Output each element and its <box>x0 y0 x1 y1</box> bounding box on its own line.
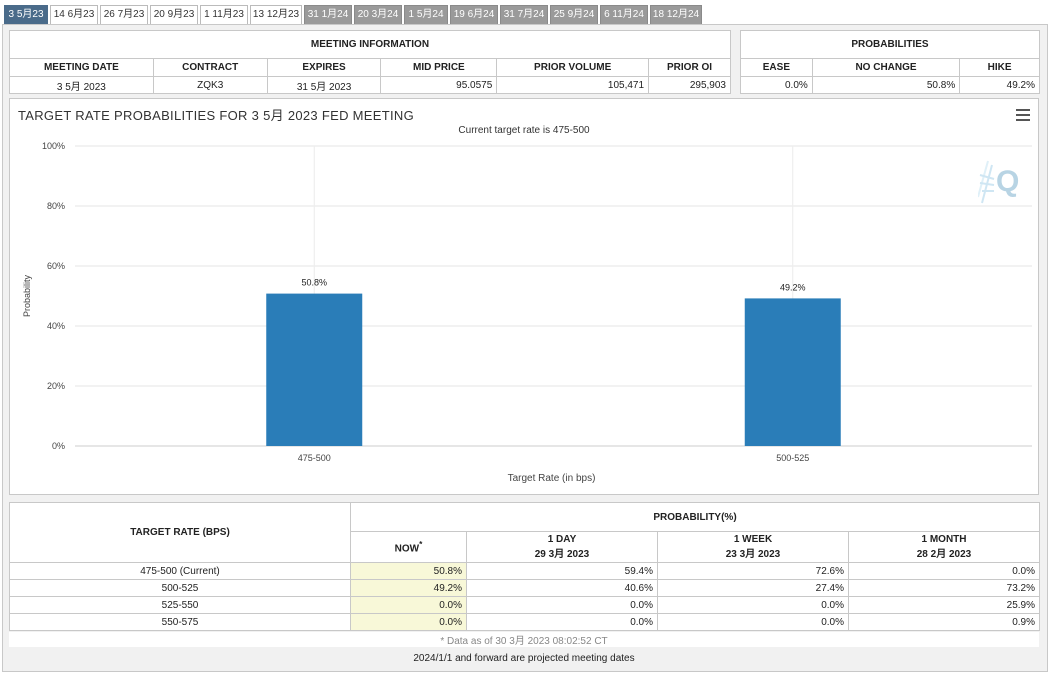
tab-31-1月24[interactable]: 31 1月24 <box>304 5 352 25</box>
ease-header: EASE <box>740 58 813 77</box>
target-rate-cell: 525-550 <box>9 596 351 614</box>
no-change-header: NO CHANGE <box>811 58 961 77</box>
mid-price-header: MID PRICE <box>380 58 498 77</box>
target-rate-cell: 550-575 <box>9 613 351 631</box>
probability-header: PROBABILITY(%) <box>350 502 1040 532</box>
tab-20-9月23[interactable]: 20 9月23 <box>150 5 198 25</box>
mid-price-value: 95.0575 <box>380 76 498 94</box>
meeting-tabs: 3 5月23 14 6月23 26 7月23 20 9月23 1 11月23 13 12月… <box>2 2 1048 26</box>
one-day-cell: 0.0% <box>466 596 658 614</box>
one-month-cell: 0.0% <box>848 562 1040 580</box>
y-tick-label: 60% <box>47 261 65 271</box>
y-tick-label: 80% <box>47 201 65 211</box>
now-footnote-mark: * <box>419 539 423 550</box>
one-day-header: 1 DAY 29 3月 2023 <box>466 531 658 563</box>
now-cell: 0.0% <box>350 613 467 631</box>
probability-table: TARGET RATE (BPS) PROBABILITY(%) NOW* 1 … <box>9 502 1040 631</box>
meeting-info-title: MEETING INFORMATION <box>9 30 731 59</box>
x-tick-label: 500-525 <box>776 453 809 463</box>
now-header: NOW* <box>350 531 467 563</box>
target-rate-header: TARGET RATE (BPS) <box>9 502 351 563</box>
chart-subtitle: Current target rate is 475-500 <box>458 125 590 136</box>
contract-value: ZQK3 <box>152 76 268 94</box>
data-as-of-note: * Data as of 30 3月 2023 08:02:52 CT <box>9 632 1039 647</box>
tab-26-7月23[interactable]: 26 7月23 <box>100 5 148 25</box>
tab-25-9月24[interactable]: 25 9月24 <box>550 5 598 25</box>
ease-value: 0.0% <box>740 76 813 94</box>
prior-volume-header: PRIOR VOLUME <box>496 58 650 77</box>
probabilities-table: PROBABILITIES EASE NO CHANGE HIKE 0.0% 5… <box>740 30 1040 94</box>
y-tick-label: 20% <box>47 381 65 391</box>
one-day-cell: 0.0% <box>466 613 658 631</box>
prior-volume-value: 105,471 <box>496 76 650 94</box>
y-tick-label: 100% <box>42 141 65 151</box>
tab-20-3月24[interactable]: 20 3月24 <box>354 5 402 25</box>
one-day-cell: 59.4% <box>466 562 658 580</box>
meeting-date-value: 3 5月 2023 <box>9 76 154 94</box>
table-row: 500-525 49.2% 40.6% 27.4% 73.2% <box>9 579 1040 597</box>
now-cell: 0.0% <box>350 596 467 614</box>
x-axis-title: Target Rate (in bps) <box>508 473 596 484</box>
bar-chart: 0% 20% 40% 60% 80% 100% 50.8% 475-500 49.2% 500-5… <box>22 141 1032 484</box>
chart-panel: TARGET RATE PROBABILITIES FOR 3 5月 2023 … <box>9 98 1039 495</box>
one-month-header: 1 MONTH 28 2月 2023 <box>848 531 1040 563</box>
chart-title: TARGET RATE PROBABILITIES FOR 3 5月 2023 … <box>18 108 415 123</box>
table-row: 475-500 (Current) 50.8% 59.4% 72.6% 0.0% <box>9 562 1040 580</box>
y-tick-label: 40% <box>47 321 65 331</box>
tab-31-7月24[interactable]: 31 7月24 <box>500 5 548 25</box>
meeting-info-table: MEETING INFORMATION MEETING DATE CONTRAC… <box>9 30 731 94</box>
target-rate-cell: 475-500 (Current) <box>9 562 351 580</box>
no-change-value: 50.8% <box>811 76 961 94</box>
tab-6-11月24[interactable]: 6 11月24 <box>600 5 648 25</box>
probabilities-title: PROBABILITIES <box>740 30 1040 59</box>
hamburger-menu-icon[interactable] <box>1016 109 1030 121</box>
hike-header: HIKE <box>959 58 1040 77</box>
one-month-cell: 0.9% <box>848 613 1040 631</box>
y-tick-label: 0% <box>52 441 65 451</box>
tab-3-5月23[interactable]: 3 5月23 <box>4 5 48 25</box>
prior-oi-value: 295,903 <box>648 76 731 94</box>
bar-data-label: 50.8% <box>301 278 327 288</box>
one-month-cell: 73.2% <box>848 579 1040 597</box>
bar-data-label: 49.2% <box>780 282 806 292</box>
projected-dates-note: 2024/1/1 and forward are projected meeti… <box>413 653 635 664</box>
one-week-header: 1 WEEK 23 3月 2023 <box>657 531 849 563</box>
tab-18-12月24[interactable]: 18 12月24 <box>650 5 702 25</box>
svg-text:Q: Q <box>996 165 1019 198</box>
tab-1-5月24[interactable]: 1 5月24 <box>404 5 448 25</box>
hike-value: 49.2% <box>959 76 1040 94</box>
expires-value: 31 5月 2023 <box>266 76 382 94</box>
target-rate-cell: 500-525 <box>9 579 351 597</box>
x-tick-label: 475-500 <box>298 453 331 463</box>
tab-19-6月24[interactable]: 19 6月24 <box>450 5 498 25</box>
one-week-cell: 0.0% <box>657 596 849 614</box>
expires-header: EXPIRES <box>266 58 382 77</box>
meeting-date-header: MEETING DATE <box>9 58 154 77</box>
tab-1-11月23[interactable]: 1 11月23 <box>200 5 248 25</box>
one-week-cell: 27.4% <box>657 579 849 597</box>
y-axis-title: Probability <box>22 274 32 317</box>
table-row: 550-575 0.0% 0.0% 0.0% 0.9% <box>9 613 1040 631</box>
one-day-cell: 40.6% <box>466 579 658 597</box>
bar-500-525 <box>744 298 841 446</box>
one-week-cell: 0.0% <box>657 613 849 631</box>
one-week-cell: 72.6% <box>657 562 849 580</box>
table-row: 525-550 0.0% 0.0% 0.0% 25.9% <box>9 596 1040 614</box>
prior-oi-header: PRIOR OI <box>648 58 731 77</box>
now-cell: 49.2% <box>350 579 467 597</box>
now-cell: 50.8% <box>350 562 467 580</box>
one-month-cell: 25.9% <box>848 596 1040 614</box>
tab-13-12月23[interactable]: 13 12月23 <box>250 5 302 25</box>
q-logo-icon: Q <box>978 160 1019 204</box>
contract-header: CONTRACT <box>152 58 268 77</box>
bar-475-500 <box>266 293 363 446</box>
tab-14-6月23[interactable]: 14 6月23 <box>50 5 98 25</box>
